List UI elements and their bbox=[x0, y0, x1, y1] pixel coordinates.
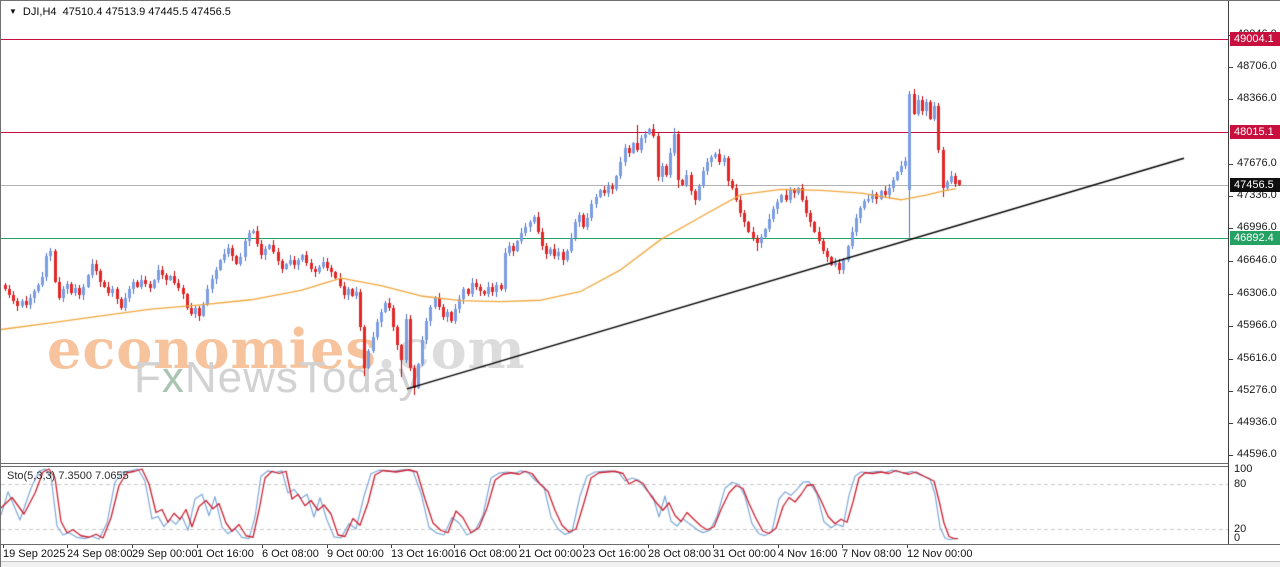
price-tick-label: 44596.0 bbox=[1237, 448, 1277, 460]
date-label: 16 Oct 08:00 bbox=[454, 548, 517, 560]
date-label: 13 Oct 16:00 bbox=[391, 548, 454, 560]
panel-separator-line-2 bbox=[1, 466, 1280, 467]
date-label: 24 Sep 08:00 bbox=[67, 548, 133, 560]
price-badge: 48015.1 bbox=[1230, 125, 1280, 139]
stochastic-scale-label: 100 bbox=[1234, 463, 1253, 475]
date-label: 9 Oct 00:00 bbox=[327, 548, 384, 560]
price-tick-mark bbox=[1229, 294, 1233, 295]
price-tick-label: 48706.0 bbox=[1237, 60, 1277, 72]
stochastic-pane[interactable]: Sto(5,3,3) 7.3500 7.0655 bbox=[1, 467, 1228, 544]
date-tick-mark bbox=[3, 545, 4, 548]
date-tick-mark bbox=[197, 545, 198, 548]
date-tick-mark bbox=[842, 545, 843, 548]
stochastic-scale-label: 0 bbox=[1234, 532, 1241, 544]
chart-quote-header: ▼ DJI,H4 47510.4 47513.9 47445.5 47456.5 bbox=[9, 6, 231, 18]
price-tick-mark bbox=[1229, 423, 1233, 424]
stochastic-label: Sto(5,3,3) 7.3500 7.0655 bbox=[7, 470, 129, 482]
panel-separator-line[interactable] bbox=[1, 463, 1280, 464]
date-tick-mark bbox=[648, 545, 649, 548]
ohlc-quote-text: 47510.4 47513.9 47445.5 47456.5 bbox=[62, 6, 231, 18]
date-label: 1 Oct 16:00 bbox=[197, 548, 254, 560]
date-tick-mark bbox=[907, 545, 908, 548]
price-tick-mark bbox=[1229, 326, 1233, 327]
price-tick-mark bbox=[1229, 359, 1233, 360]
price-canvas[interactable] bbox=[1, 1, 1228, 463]
stochastic-signal-value: 7.0655 bbox=[95, 470, 129, 482]
price-tick-label: 47336.0 bbox=[1237, 189, 1277, 201]
price-tick-label: 45966.0 bbox=[1237, 319, 1277, 331]
price-tick-mark bbox=[1229, 261, 1233, 262]
date-label: 21 Oct 00:00 bbox=[519, 548, 582, 560]
stochastic-canvas[interactable] bbox=[1, 467, 1228, 544]
price-tick-mark bbox=[1229, 99, 1233, 100]
date-tick-mark bbox=[454, 545, 455, 548]
price-tick-label: 46306.0 bbox=[1237, 287, 1277, 299]
date-label: 7 Nov 08:00 bbox=[842, 548, 902, 560]
date-tick-mark bbox=[778, 545, 779, 548]
price-badge: 49004.1 bbox=[1230, 32, 1280, 46]
price-tick-mark bbox=[1229, 228, 1233, 229]
window-bottom-edge bbox=[1, 561, 1280, 567]
date-tick-mark bbox=[713, 545, 714, 548]
date-label: 12 Nov 00:00 bbox=[907, 548, 973, 560]
stochastic-main-value: 7.3500 bbox=[58, 470, 93, 482]
price-tick-label: 47676.0 bbox=[1237, 157, 1277, 169]
time-axis[interactable]: 19 Sep 2025 24 Sep 08:00 29 Sep 00:00 1 Oct… bbox=[1, 545, 1280, 561]
date-tick-mark bbox=[391, 545, 392, 548]
price-tick-mark bbox=[1229, 196, 1233, 197]
date-label: 31 Oct 00:00 bbox=[713, 548, 776, 560]
date-label: 6 Oct 08:00 bbox=[262, 548, 319, 560]
stochastic-scale-label: 80 bbox=[1234, 478, 1247, 490]
price-tick-label: 46646.0 bbox=[1237, 254, 1277, 266]
date-label: 4 Nov 16:00 bbox=[778, 548, 838, 560]
date-label: 23 Oct 16:00 bbox=[583, 548, 646, 560]
price-tick-label: 48366.0 bbox=[1237, 92, 1277, 104]
time-axis-separator bbox=[1, 544, 1280, 545]
price-badge: 47456.5 bbox=[1230, 178, 1280, 192]
stochastic-scale-label: 20 bbox=[1234, 523, 1247, 535]
price-badge: 46892.4 bbox=[1230, 231, 1280, 245]
price-axis[interactable]: 49046.048706.048366.047676.047336.046996… bbox=[1228, 1, 1280, 544]
date-tick-mark bbox=[132, 545, 133, 548]
date-label: 28 Oct 08:00 bbox=[648, 548, 711, 560]
price-tick-label: 44936.0 bbox=[1237, 416, 1277, 428]
date-tick-mark bbox=[583, 545, 584, 548]
symbol-dropdown-icon[interactable]: ▼ bbox=[9, 7, 17, 16]
date-label: 19 Sep 2025 bbox=[3, 548, 66, 560]
price-tick-label: 46996.0 bbox=[1237, 221, 1277, 233]
stochastic-name: Sto(5,3,3) bbox=[7, 470, 56, 482]
price-tick-mark bbox=[1229, 67, 1233, 68]
price-tick-mark bbox=[1229, 391, 1233, 392]
price-tick-mark bbox=[1229, 164, 1233, 165]
price-tick-label: 45276.0 bbox=[1237, 384, 1277, 396]
date-tick-mark bbox=[67, 545, 68, 548]
price-tick-label: 45616.0 bbox=[1237, 352, 1277, 364]
date-tick-mark bbox=[519, 545, 520, 548]
price-tick-mark bbox=[1229, 455, 1233, 456]
symbol-timeframe-label: DJI,H4 bbox=[22, 6, 57, 18]
date-tick-mark bbox=[327, 545, 328, 548]
date-tick-mark bbox=[262, 545, 263, 548]
date-label: 29 Sep 00:00 bbox=[132, 548, 198, 560]
price-chart-pane[interactable]: economies.com FxNewsToday ▼DJI,H4 47510.… bbox=[1, 1, 1228, 463]
